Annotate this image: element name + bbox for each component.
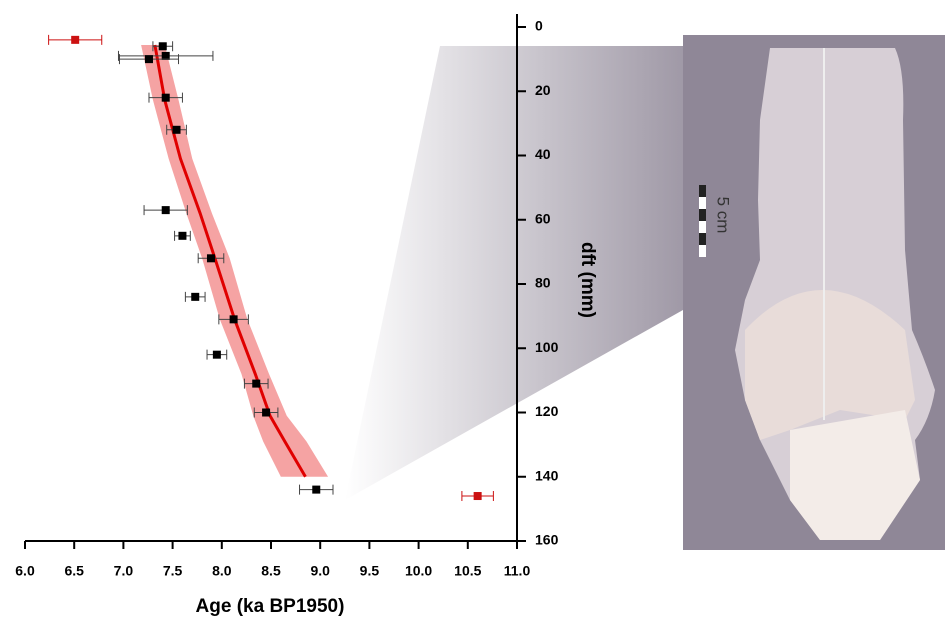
data-point [473,492,482,501]
y-tick-label: 120 [535,403,559,419]
x-tick-label: 6.5 [64,563,84,579]
x-tick-label: 8.0 [212,563,232,579]
x-tick-label: 7.5 [163,563,183,579]
y-tick-label: 140 [535,467,559,483]
zoom-shade [345,46,683,500]
y-tick-label: 40 [535,146,551,162]
y-tick-label: 20 [535,82,551,98]
scale-bar [699,185,706,197]
y-tick-label: 60 [535,210,551,226]
data-point [172,125,181,134]
data-point [178,231,187,240]
data-point [212,350,221,359]
data-point [158,42,167,51]
y-axis-label: dft (mm) [577,242,598,318]
data-point [312,485,321,494]
scale-label: 5 cm [714,197,733,234]
speleothem-core [745,290,915,440]
y-tick-label: 100 [535,339,559,355]
data-point [161,93,170,102]
data-point [161,206,170,215]
y-tick-label: 80 [535,275,551,291]
x-tick-label: 6.0 [15,563,35,579]
data-point [191,292,200,301]
scale-bar [699,209,706,221]
x-tick-label: 8.5 [261,563,281,579]
y-tick-label: 160 [535,532,559,548]
data-point [206,254,215,263]
data-point [229,315,238,324]
x-tick-label: 9.5 [360,563,380,579]
uncertainty-band [141,44,329,477]
x-tick-label: 11.0 [504,563,531,579]
x-tick-label: 7.0 [114,563,134,579]
speleothem-base [790,410,920,540]
x-axis-label: Age (ka BP1950) [196,596,345,617]
scale-bar [699,233,706,245]
data-point [262,408,271,417]
data-point [252,379,261,388]
y-tick-label: 0 [535,18,543,34]
data-point [144,55,153,64]
x-tick-label: 10.0 [405,563,432,579]
data-point [71,35,80,44]
x-tick-label: 9.0 [310,563,330,579]
x-tick-label: 10.5 [454,563,481,579]
data-point [161,51,170,60]
